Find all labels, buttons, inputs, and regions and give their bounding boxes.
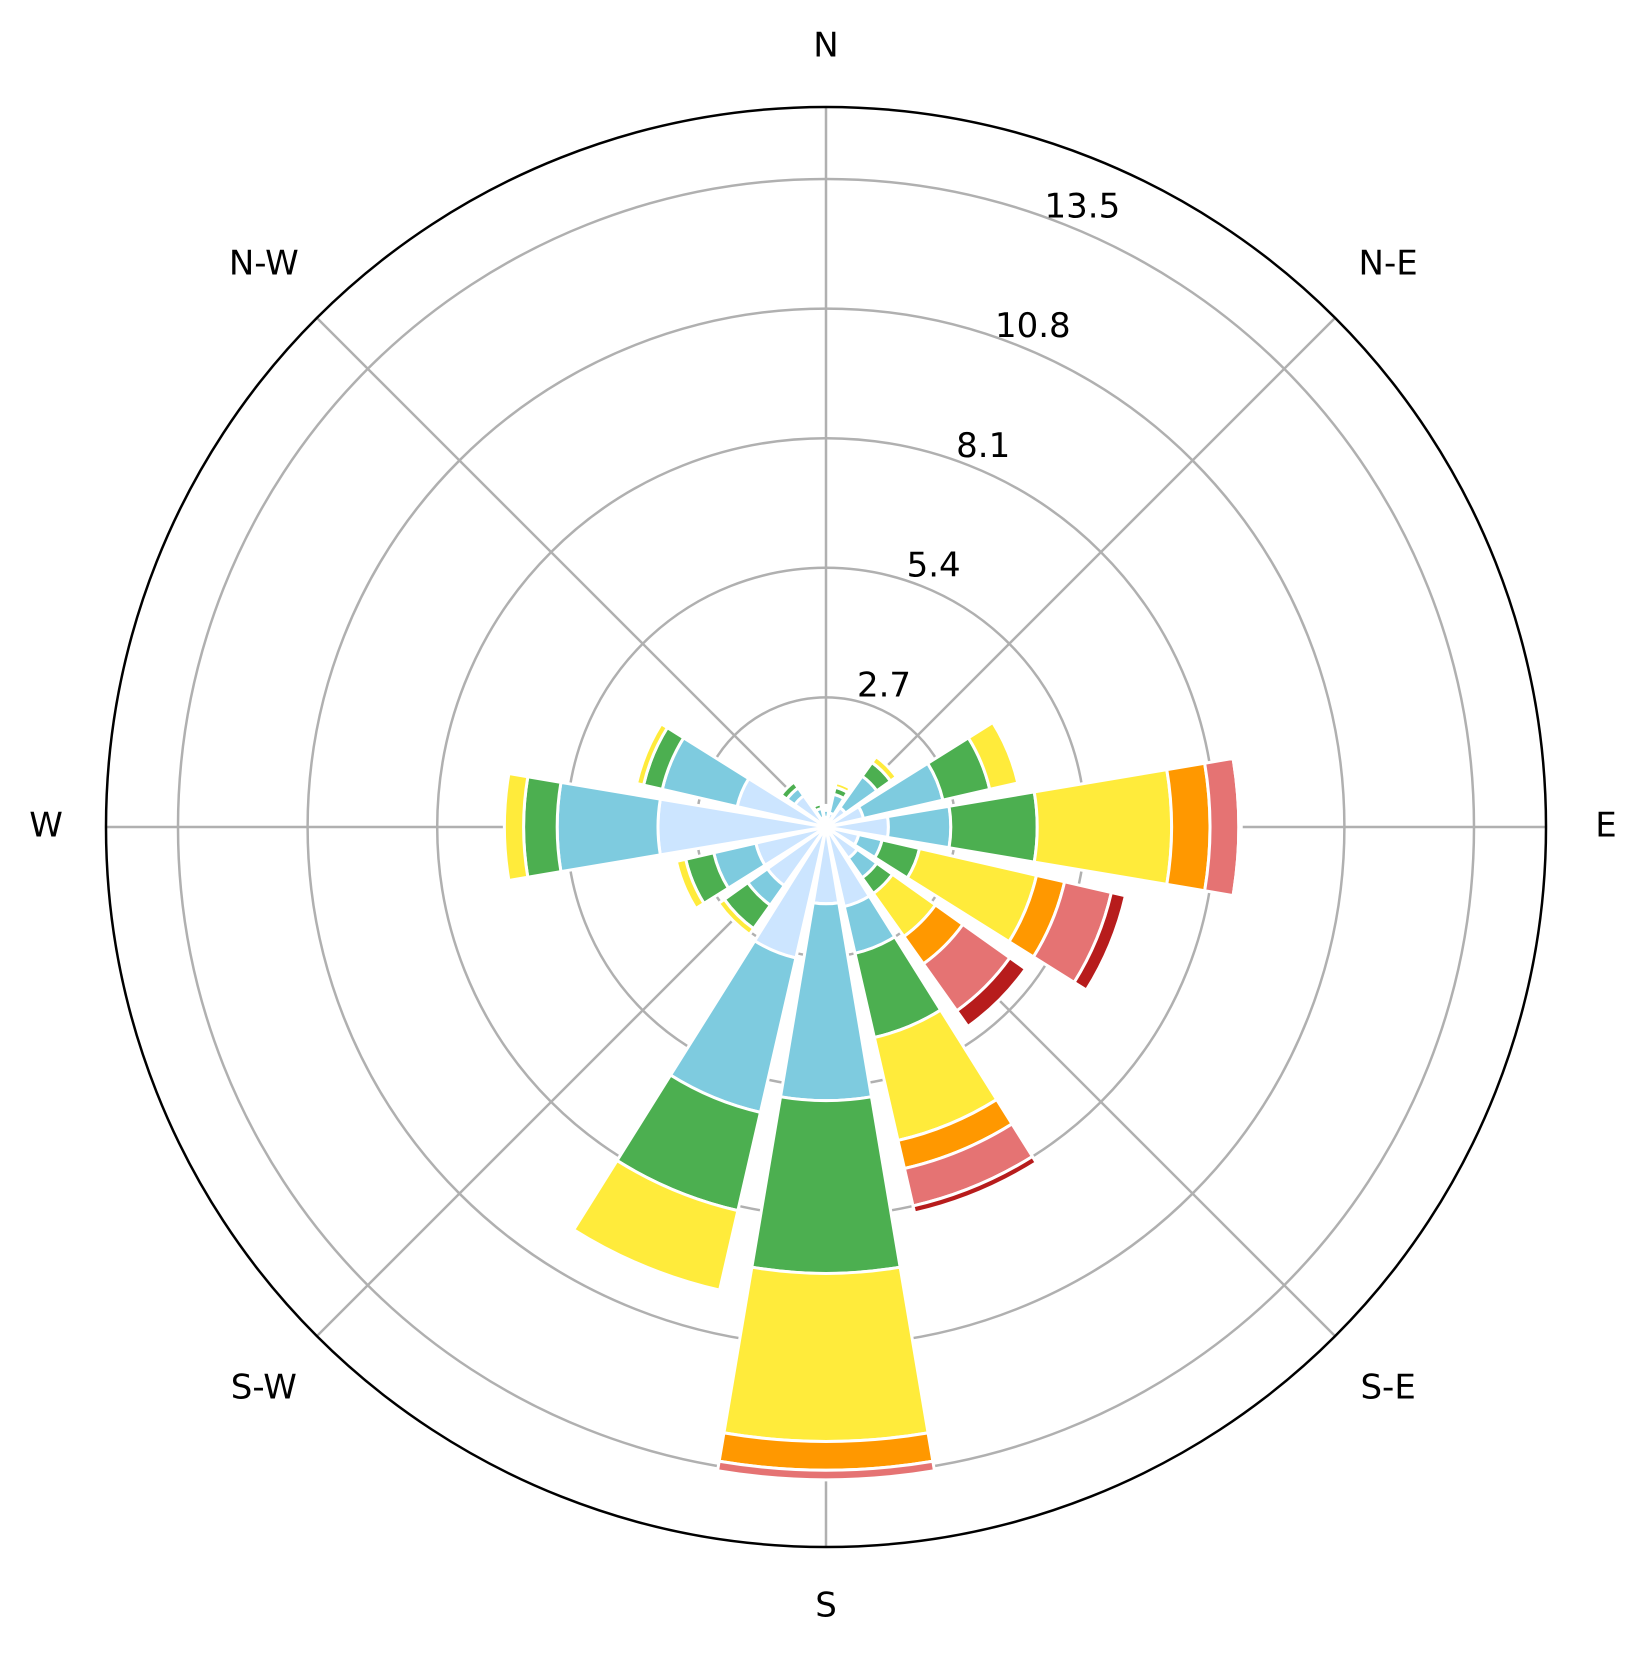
radial-tick-label-0: 2.7 (857, 665, 911, 705)
direction-label-n: N (813, 26, 838, 66)
grid-spoke-1 (825, 316, 1337, 828)
bar-sector-3-bin-3 (966, 720, 1020, 792)
bar-sector-4-bin-1 (885, 804, 953, 850)
bar-sector-4-bin-6 (1231, 756, 1243, 898)
axis-labels: 2.7 5.4 8.1 10.8 13.5 N N-E E S-E S S-W W N-W (29, 26, 1617, 1626)
bar-sector-4-bin-3 (1032, 767, 1174, 887)
radial-tick-label-1: 5.4 (907, 546, 961, 586)
direction-label-s: S (815, 1586, 837, 1626)
bar-sector-2-bin-3 (869, 754, 899, 784)
radial-tick-label-2: 8.1 (956, 426, 1010, 466)
bar-sector-11-bin-3 (674, 857, 707, 911)
bar-sector-4-bin-4 (1165, 761, 1212, 893)
bar-sector-0-bin-3 (820, 803, 832, 810)
bar-sector-5-bin-6 (1072, 890, 1128, 993)
direction-label-s-e: S-E (1360, 1368, 1415, 1408)
bar-sector-12-bin-3 (502, 771, 530, 883)
direction-label-n-e: N-E (1359, 243, 1418, 283)
bar-sector-4-bin-5 (1202, 756, 1241, 898)
bar-sector-7-bin-6 (911, 1154, 1039, 1215)
direction-label-s-w: S-W (231, 1368, 297, 1408)
radial-tick-label-4: 13.5 (1045, 187, 1121, 227)
direction-label-n-w: N-W (229, 243, 299, 283)
radial-tick-label-3: 10.8 (995, 306, 1071, 346)
direction-label-w: W (29, 806, 63, 846)
bar-sector-14-bin-2 (778, 779, 801, 802)
grid-spoke-7 (315, 316, 827, 828)
bar-sector-12-bin-1 (555, 780, 663, 874)
bar-sector-1-bin-3 (833, 780, 853, 795)
direction-label-e: E (1595, 806, 1616, 846)
bar-sector-9-bin-3 (571, 1158, 740, 1292)
bar-sector-4-bin-2 (947, 790, 1039, 864)
bar-sector-15-bin-3 (809, 799, 823, 809)
bar-sector-8-bin-5 (715, 1459, 937, 1482)
bar-sector-13-bin-3 (634, 721, 670, 787)
bar-sector-12-bin-2 (522, 775, 563, 879)
bar-sector-8-bin-3 (722, 1265, 930, 1443)
bar-sector-6-bin-6 (954, 955, 1028, 1029)
bar-sector-10-bin-3 (716, 897, 756, 937)
wind-rose-bars (502, 720, 1243, 1482)
bar-sector-8-bin-2 (750, 1095, 902, 1275)
outer-boundary (104, 105, 1548, 1549)
